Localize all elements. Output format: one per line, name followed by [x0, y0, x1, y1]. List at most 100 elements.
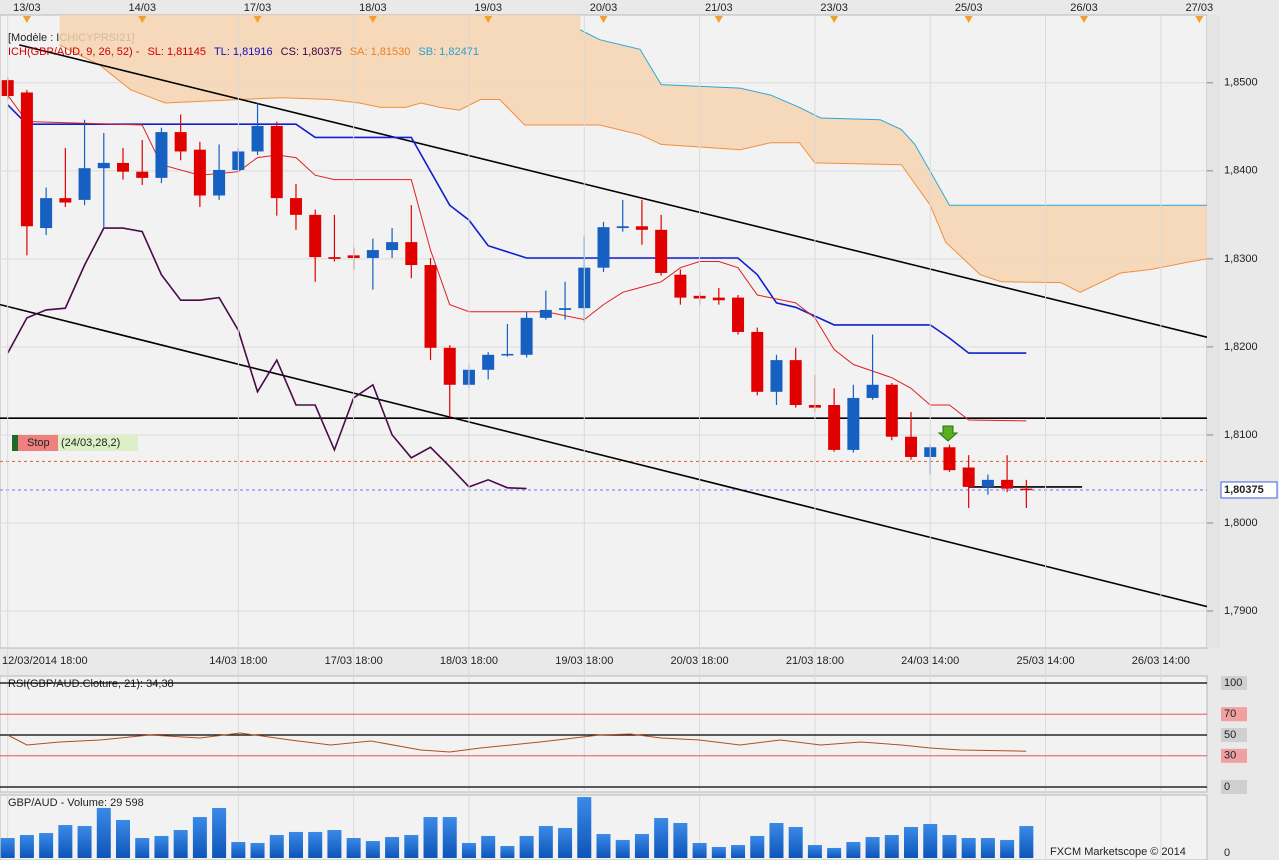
- volume-bar: [269, 834, 284, 858]
- candle-body: [501, 353, 514, 356]
- candle-body: [847, 397, 860, 450]
- volume-bar: [769, 822, 784, 858]
- candle-body: [20, 92, 33, 227]
- top-date-label: 18/03: [359, 2, 387, 14]
- candle-body: [655, 229, 668, 273]
- y-tick-label: 0: [1224, 847, 1230, 859]
- date-marker: [1195, 16, 1204, 23]
- volume-bar: [154, 835, 169, 858]
- candle-body: [943, 447, 956, 471]
- x-tick-label: 25/03 14:00: [1016, 655, 1074, 667]
- candle-body: [424, 265, 437, 348]
- candle-body: [1001, 479, 1014, 489]
- volume-bar: [807, 845, 822, 858]
- volume-bar: [288, 831, 303, 858]
- volume-bar: [596, 834, 611, 858]
- date-marker: [599, 16, 608, 23]
- legend-entry: SL: 1,81145: [147, 46, 206, 58]
- cloud-edge: [59, 44, 1207, 293]
- top-date-label: 23/03: [820, 2, 848, 14]
- candle-body: [59, 198, 72, 203]
- volume-bar: [942, 834, 957, 858]
- x-tick-label: 21/03 18:00: [786, 655, 844, 667]
- volume-bar: [1019, 826, 1034, 858]
- date-marker: [253, 16, 262, 23]
- last-price-label: 1,80375: [1224, 484, 1264, 496]
- last-price-box: [1220, 481, 1278, 499]
- volume-bar: [58, 825, 73, 858]
- date-marker: [138, 16, 147, 23]
- y-tick-label: 70: [1224, 708, 1236, 720]
- legend: ICH(GBP/AUD, 9, 26, 52) - SL: 1,81145 TL: …: [8, 46, 479, 58]
- stop-box: [18, 435, 58, 451]
- date-marker: [484, 16, 493, 23]
- volume-bar: [96, 807, 111, 858]
- volume-bar: [846, 842, 861, 858]
- volume-bar: [327, 830, 342, 858]
- trend-line: [0, 303, 1207, 608]
- legend-entry: CS: 1,80375: [281, 46, 342, 58]
- volume-bar: [231, 842, 246, 858]
- top-date-label: 26/03: [1070, 2, 1098, 14]
- volume-bar: [634, 834, 649, 858]
- candle-body: [732, 297, 745, 332]
- date-marker: [368, 16, 377, 23]
- y-tick-label: 1,8500: [1224, 77, 1258, 89]
- top-date-label: 14/03: [128, 2, 156, 14]
- candle-body: [1020, 488, 1033, 491]
- candle-body: [289, 198, 302, 215]
- volume-bar: [308, 831, 323, 858]
- volume-bar: [615, 839, 630, 858]
- top-date-label: 13/03: [13, 2, 41, 14]
- volume-bar: [788, 826, 803, 858]
- rsi-title: RSI(GBP/AUD.Cloture, 21): 34,38: [8, 678, 174, 690]
- volume-bar: [923, 823, 938, 858]
- y-tick-label: 100: [1224, 677, 1242, 689]
- trend-line: [19, 44, 1207, 338]
- top-date-label: 20/03: [590, 2, 618, 14]
- candle-body: [405, 242, 418, 266]
- y-tick-label: 1,8400: [1224, 165, 1258, 177]
- volume-bar: [461, 842, 476, 858]
- volume-bar: [750, 835, 765, 858]
- top-date-label: 25/03: [955, 2, 983, 14]
- candle-body: [616, 226, 629, 229]
- x-tick-label: 24/03 14:00: [901, 655, 959, 667]
- top-date-label: 21/03: [705, 2, 733, 14]
- y-tick-label: 1,8000: [1224, 517, 1258, 529]
- candle-body: [482, 354, 495, 370]
- candle-body: [905, 436, 918, 457]
- footer: FXCM Marketscope © 2014: [1050, 846, 1186, 858]
- volume-bar: [827, 847, 842, 858]
- date-marker: [964, 16, 973, 23]
- legend-entry: SB: 1,82471: [418, 46, 479, 58]
- volume-bar: [500, 846, 515, 858]
- candle-body: [270, 125, 283, 199]
- candle-body: [866, 384, 879, 398]
- y-tick-label: 1,8200: [1224, 341, 1258, 353]
- x-tick-label: 12/03/2014 18:00: [2, 655, 88, 667]
- x-tick-label: 17/03 18:00: [325, 655, 383, 667]
- volume-bar: [77, 826, 92, 858]
- volume-bar: [0, 838, 15, 858]
- volume-bar: [904, 826, 919, 858]
- volume-bar: [365, 841, 380, 858]
- indicator-line: [7, 104, 1027, 354]
- x-tick-label: 20/03 18:00: [671, 655, 729, 667]
- stop-label: Stop: [27, 437, 50, 449]
- cloud-edge: [580, 29, 1207, 206]
- candle-body: [193, 149, 206, 196]
- volume-bar: [692, 842, 707, 858]
- volume-bar: [442, 817, 457, 858]
- candle-body: [386, 242, 399, 251]
- candle-body: [789, 360, 802, 406]
- y-tick-label: 1,7900: [1224, 605, 1258, 617]
- stop-detail: (24/03,28,2): [61, 437, 120, 449]
- volume-bar: [654, 818, 669, 858]
- y-tick-label: 0: [1224, 781, 1230, 793]
- candle-body: [962, 467, 975, 487]
- y-tick-label: 30: [1224, 750, 1236, 762]
